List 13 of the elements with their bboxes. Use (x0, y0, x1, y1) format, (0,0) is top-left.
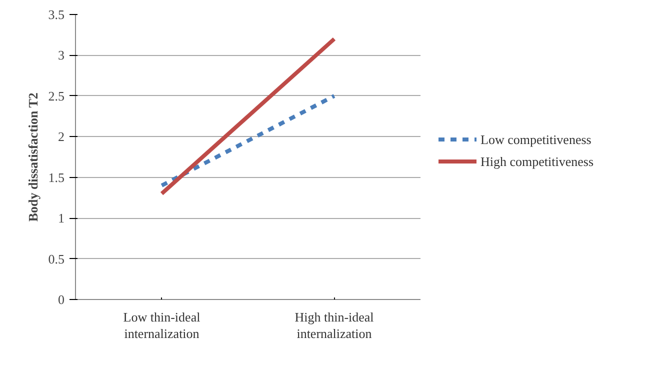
legend-label: High competitiveness (480, 154, 594, 169)
y-tick-label: 2 (58, 129, 64, 144)
y-tick-label: 0.5 (48, 251, 64, 266)
y-tick-label: 1.5 (48, 170, 64, 185)
y-tick-label: 3.5 (48, 7, 64, 22)
y-tick-label: 0 (58, 292, 64, 307)
y-tick-label: 1 (58, 210, 64, 226)
x-tick-label: High thin-ideal internalization (294, 310, 374, 341)
legend-label: Low competitiveness (480, 132, 592, 147)
y-tick-label: 3 (58, 48, 64, 63)
x-tick-label: Low thin-ideal internalization (123, 310, 201, 341)
y-axis-title: Body dissatisfaction T2 (25, 92, 40, 222)
y-tick-label: 2.5 (48, 88, 64, 104)
